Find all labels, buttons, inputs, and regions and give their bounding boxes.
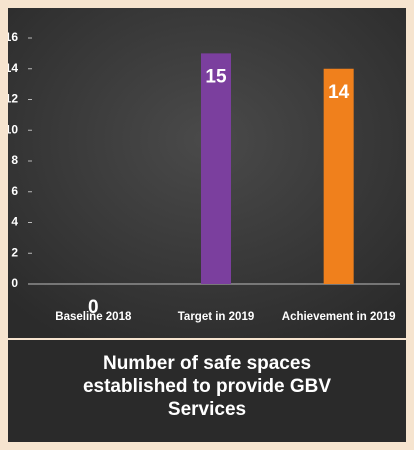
- bar: [323, 68, 354, 284]
- chart-title: Number of safe spaces established to pro…: [8, 340, 406, 442]
- y-tick-label: 12: [8, 92, 18, 106]
- value-label: 14: [328, 82, 350, 103]
- y-tick-label: 2: [11, 245, 18, 259]
- y-tick-label: 4: [11, 215, 18, 229]
- y-tick-label: 6: [11, 184, 18, 198]
- y-tick-label: 0: [11, 276, 18, 290]
- y-tick-label: 10: [8, 122, 18, 136]
- y-tick-label: 16: [8, 30, 18, 44]
- x-tick-label: Target in 2019: [178, 311, 255, 323]
- y-tick-label: 8: [11, 153, 18, 167]
- x-tick-label: Achievement in 2019: [282, 311, 396, 323]
- value-label: 15: [205, 66, 227, 87]
- y-tick-label: 14: [8, 61, 18, 75]
- bar: [201, 53, 231, 284]
- x-tick-label: Baseline 2018: [55, 311, 132, 323]
- value-label: 0: [88, 297, 99, 318]
